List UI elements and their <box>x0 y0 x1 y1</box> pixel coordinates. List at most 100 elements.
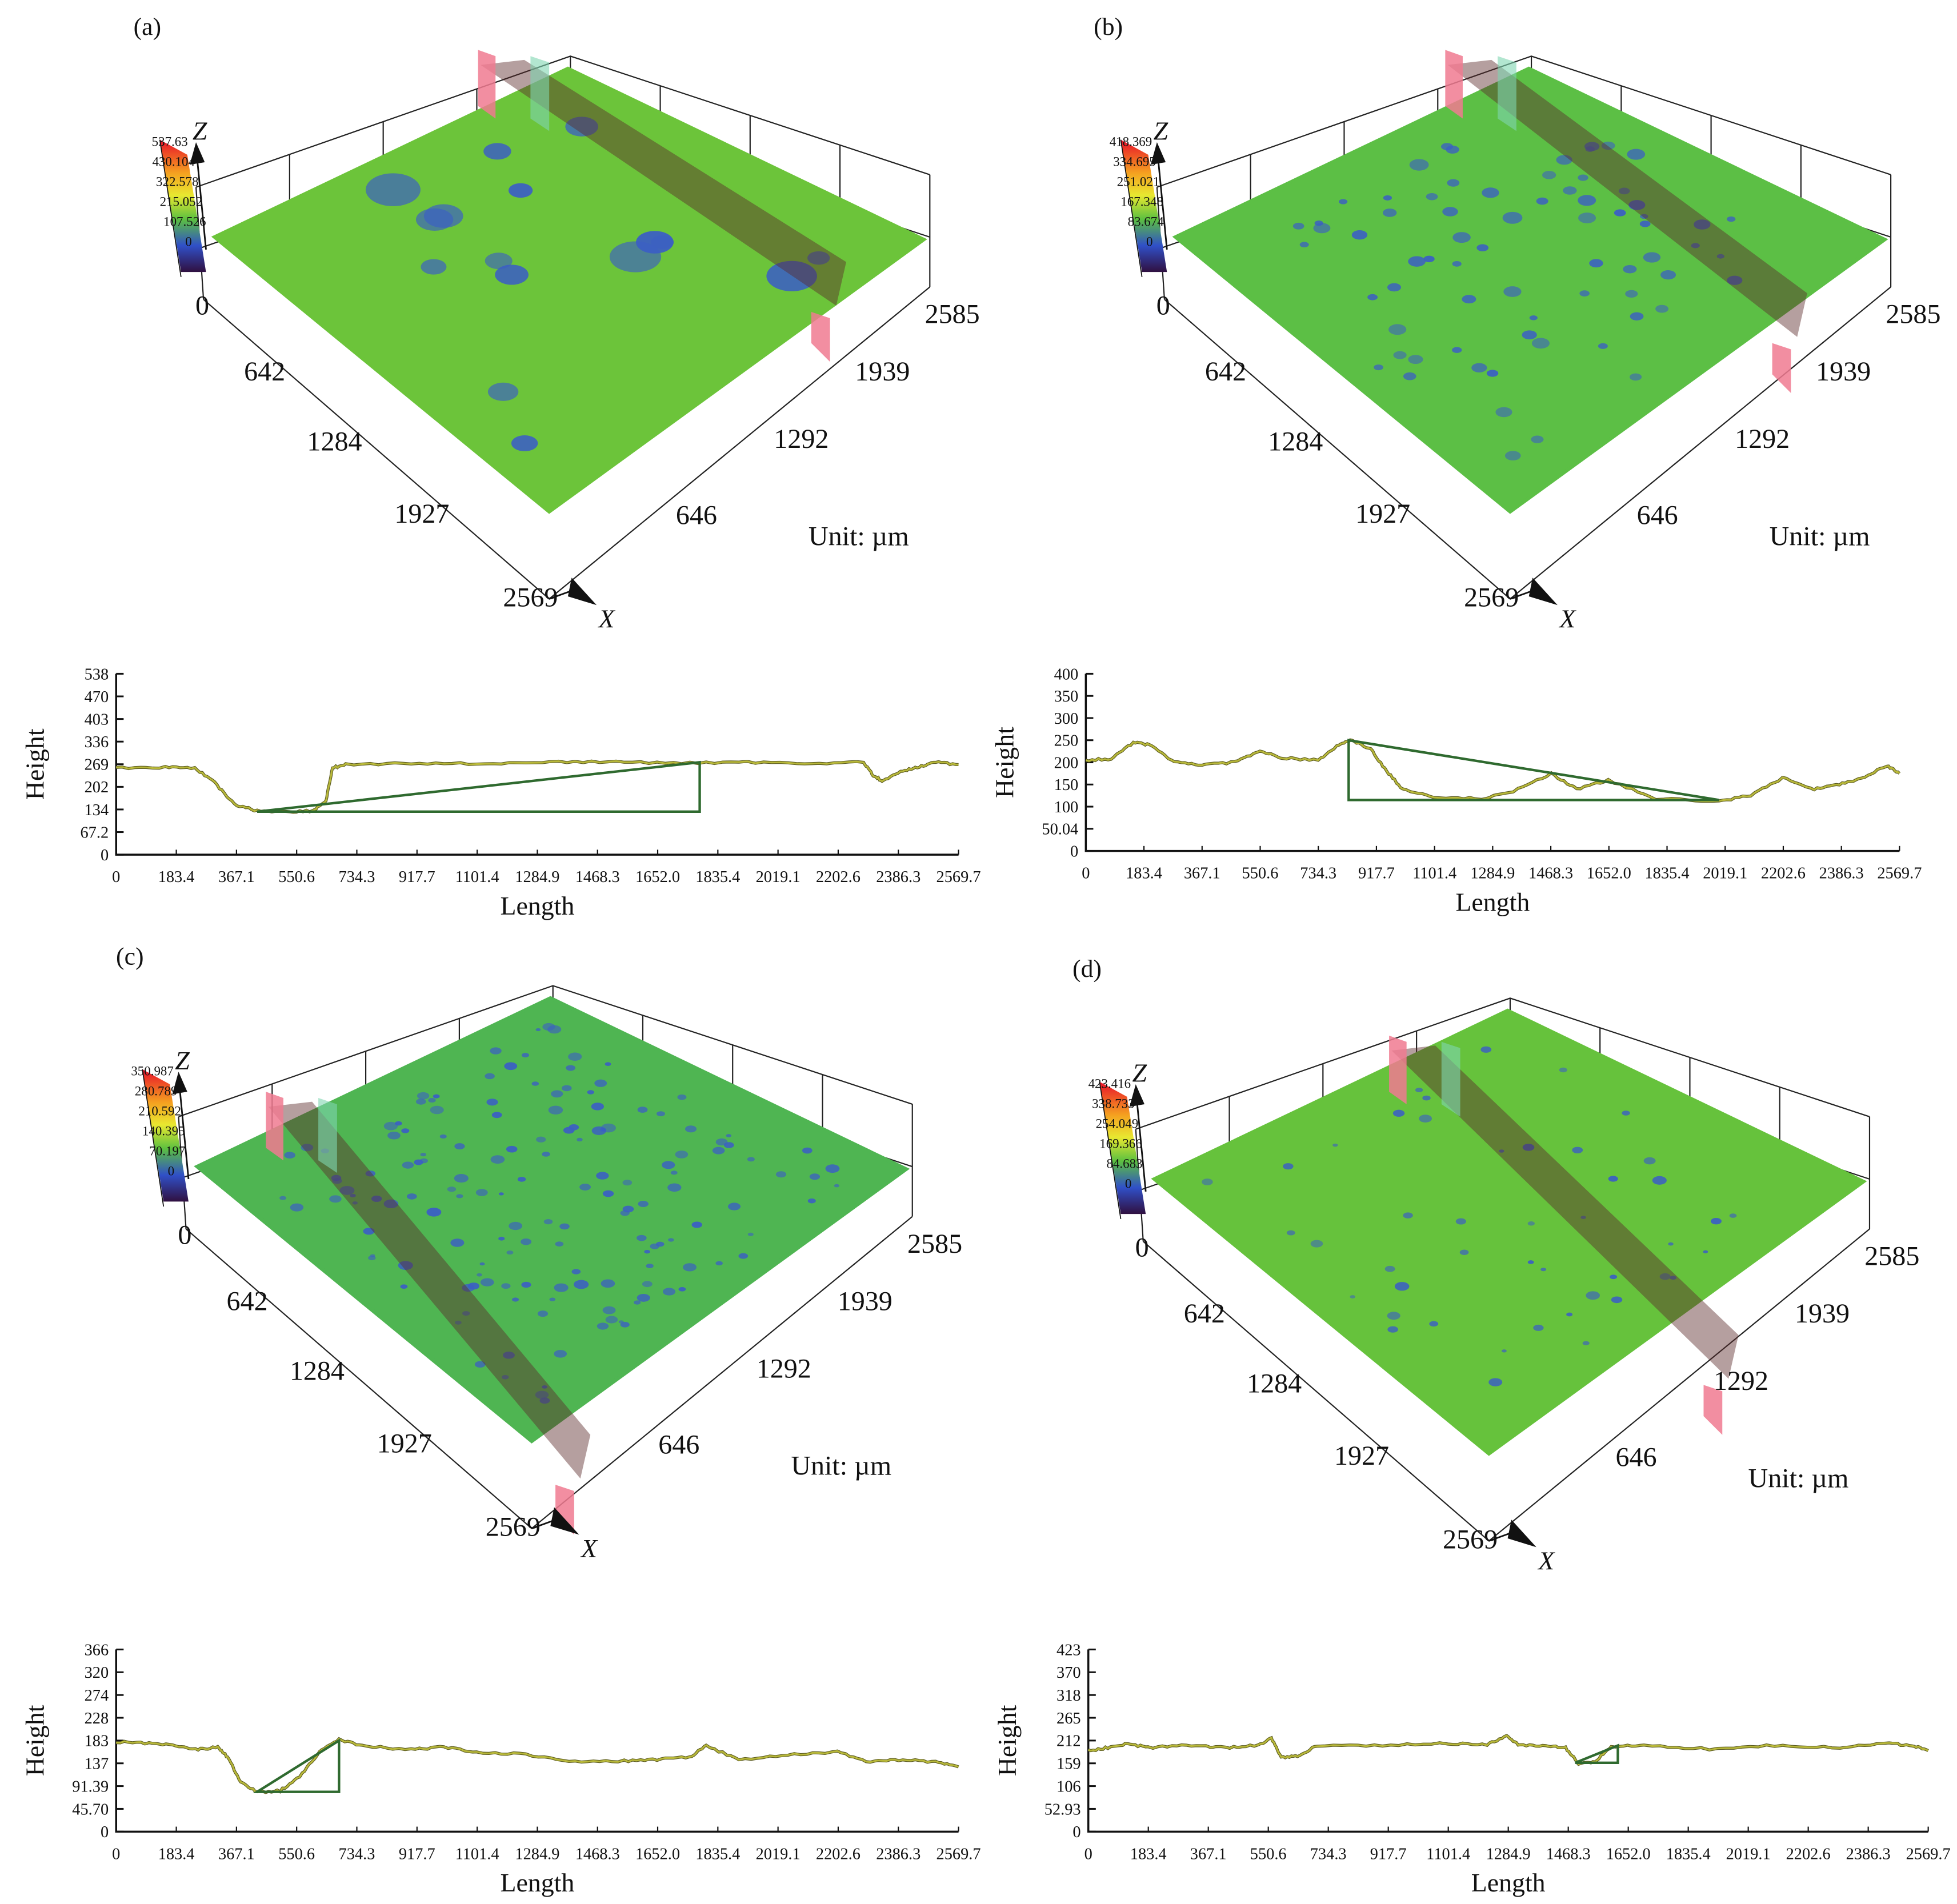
x-axis-arrow-icon <box>550 1507 579 1535</box>
surface-pit <box>1202 1179 1213 1185</box>
surface-pit <box>802 1147 813 1154</box>
surface-pit <box>290 1203 304 1212</box>
x-tick-label: 1101.4 <box>455 868 499 886</box>
y-tick-label: 350 <box>1054 688 1079 706</box>
x-tick-label: 917.7 <box>1358 865 1395 883</box>
x-tick-label: 0 <box>112 868 120 886</box>
x-tick-label: 1101.4 <box>1426 1845 1470 1863</box>
surface-pit <box>1585 146 1595 152</box>
surface-pit <box>766 260 817 291</box>
surface-pit <box>1455 1218 1466 1225</box>
surface-pit <box>1610 1274 1618 1280</box>
z-axis-label: Z <box>193 117 207 146</box>
surface-pit <box>637 1107 648 1113</box>
surface-pit <box>531 1081 539 1086</box>
surface-pit <box>618 1320 624 1324</box>
surface-pit <box>602 1306 616 1314</box>
surface-pit <box>1670 1276 1676 1280</box>
surface-pit <box>406 1193 417 1200</box>
y-tick-label: 265 <box>1056 1710 1081 1727</box>
surface-pit <box>807 251 830 265</box>
surface-pit <box>1387 1312 1400 1320</box>
surface-pit <box>401 1128 410 1133</box>
surface-pit <box>284 1152 295 1159</box>
surface-pit <box>512 1297 519 1302</box>
x-tick-label-3d: 1292 <box>774 424 829 454</box>
x-tick-label: 183.4 <box>158 868 195 886</box>
x-tick-label: 1468.3 <box>575 868 620 886</box>
surface-pit <box>1332 1143 1338 1147</box>
colorbar-tick-label: 107.526 <box>163 214 206 229</box>
colorbar-tick-label: 169.366 <box>1099 1136 1142 1151</box>
measurement-triangle <box>1347 739 1720 801</box>
y-tick-label: 366 <box>85 1641 109 1659</box>
surface-pit <box>1522 330 1537 340</box>
y-tick-label: 183 <box>85 1733 109 1750</box>
x-tick-label: 2019.1 <box>756 868 801 886</box>
surface-pit <box>447 1187 457 1192</box>
surface-pit <box>415 1099 426 1105</box>
x-tick-label-3d: 646 <box>1637 500 1678 530</box>
surface-pit <box>1630 373 1642 381</box>
y-tick-label-3d: 642 <box>244 356 285 387</box>
surface-pit <box>301 1144 314 1152</box>
surface-pit <box>454 1143 465 1150</box>
cut-plane-bottom <box>811 312 830 362</box>
surface <box>194 996 910 1444</box>
surface-pit <box>1452 232 1471 243</box>
cut-plane-bottom <box>555 1485 574 1535</box>
profile-line-shadow <box>116 1737 959 1794</box>
colorbar-tick-label: 0 <box>1146 234 1152 248</box>
y-tick-label-3d: 1927 <box>377 1428 432 1458</box>
x-tick-label: 1284.9 <box>515 1845 559 1863</box>
surface-pit <box>662 1161 675 1169</box>
surface-pit <box>1630 312 1644 320</box>
y-tick-label-3d: 1927 <box>1355 499 1410 529</box>
surface-pit <box>521 1281 531 1288</box>
surface-pit <box>668 1238 674 1242</box>
surface-pit <box>1559 1067 1567 1073</box>
colorbar-tick-label: 350.987 <box>131 1064 173 1079</box>
unit-label: Unit: µm <box>1770 521 1870 551</box>
colorbar-tick-label: 280.789 <box>135 1084 177 1099</box>
surface-pit <box>480 1278 494 1286</box>
x-tick-label: 2569.7 <box>1877 865 1922 883</box>
y-tick-label-3d: 0 <box>178 1220 191 1250</box>
surface-pit <box>1598 343 1608 349</box>
y-tick-label: 106 <box>1056 1778 1081 1795</box>
surface-pit <box>1283 1163 1294 1170</box>
surface-pit <box>503 1352 515 1359</box>
x-tick-label: 2202.6 <box>816 868 861 886</box>
surface-pit <box>508 183 533 198</box>
x-tick-label: 183.4 <box>158 1845 195 1863</box>
surface-pit <box>428 1098 436 1103</box>
surface-pit <box>715 1261 723 1266</box>
surface-pit <box>474 1361 486 1368</box>
y-tick-label-3d: 1284 <box>1247 1369 1302 1399</box>
panel-label: (c) <box>116 943 143 970</box>
surface-pit <box>1482 187 1499 198</box>
surface-pit <box>1429 1321 1439 1327</box>
surface-pit <box>605 1062 611 1066</box>
panel-label: (a) <box>134 13 161 41</box>
y-tick-label: 0 <box>1072 1823 1080 1841</box>
y-tick-label-3d: 0 <box>195 290 209 320</box>
colorbar <box>159 139 206 272</box>
surface-pit <box>1459 1249 1469 1255</box>
surface-pit <box>536 1136 546 1143</box>
surface-pit <box>1423 255 1435 263</box>
surface-pit <box>1529 315 1538 320</box>
surface-pit <box>543 1218 553 1225</box>
surface-pit <box>402 1161 414 1169</box>
y-tick-label: 538 <box>85 666 109 683</box>
surface-pit <box>1531 338 1550 349</box>
surface-pit <box>1394 1282 1410 1291</box>
surface-pit <box>521 1053 529 1057</box>
surface-pit <box>1503 286 1522 297</box>
surface-pit <box>596 1172 609 1180</box>
surface-pit <box>1527 1260 1534 1264</box>
surface-pit <box>1403 1212 1413 1218</box>
surface-pit <box>561 1085 572 1092</box>
surface-pit <box>1382 209 1397 217</box>
surface-pit <box>490 1155 505 1164</box>
